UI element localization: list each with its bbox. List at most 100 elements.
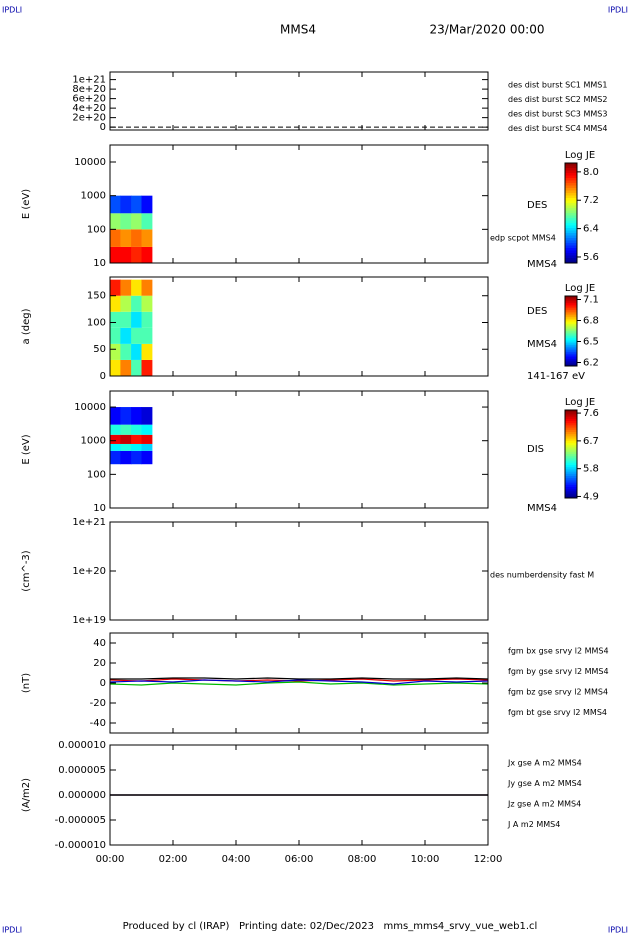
colorbar-step [565,495,577,499]
annotation: edp scpot MMS4 [490,234,556,243]
annotation: MMS4 [527,259,557,270]
y-axis-label: E (eV) [21,189,32,219]
colorbar-step [565,243,577,246]
colorbar-step [565,445,577,448]
colorbar-tick-label: 7.1 [583,295,599,306]
colorbar-step [565,230,577,234]
spectrogram-cell [131,434,142,444]
spectrogram-cell [141,359,153,376]
spectrogram-cell [120,295,132,312]
colorbar-step [565,297,577,300]
spectrogram-cell [120,424,132,435]
y-axis-label: E (eV) [21,434,32,464]
y-tick-label: 1e+21 [72,75,106,86]
y-tick-label: -40 [90,718,106,729]
colorbar-step [565,311,577,314]
colorbar-step [565,487,577,490]
colorbar-step [565,228,577,231]
colorbar-tick-label: 6.7 [583,436,599,447]
legend-entry: fgm bt gse srvy l2 MMS4 [508,708,607,717]
colorbar-tick-label: 4.9 [583,491,599,502]
colorbar-step [565,188,577,191]
colorbar-step [565,471,577,475]
colorbar-step [565,208,577,211]
colorbar-step [565,180,577,184]
colorbar-step [565,332,577,335]
spectrogram-cell [120,343,132,360]
colorbar-step [565,324,577,327]
spectrogram-cell [141,295,153,312]
spectrogram-cell [131,229,142,247]
colorbar-step [565,451,577,455]
colorbar-step [565,359,577,362]
legend-entry: J A m2 MMS4 [507,820,560,829]
colorbar-step [565,306,577,309]
colorbar-step [565,348,577,351]
colorbar-step [565,343,577,346]
colorbar-step [565,480,577,484]
colorbar-step [565,412,577,415]
y-tick-label: 100 [87,224,106,235]
colorbar-step [565,454,577,457]
colorbar-step [565,233,577,236]
colorbar-step [565,327,577,330]
colorbar-step [565,334,577,337]
colorbar-step [565,355,577,358]
y-tick-label: 1e+20 [72,566,106,577]
colorbar-step [565,235,577,239]
colorbar-step [565,432,577,435]
colorbar-step [565,341,577,344]
colorbar-frame [564,295,578,367]
colorbar-step [565,410,577,413]
colorbar-step [565,315,577,318]
colorbar-step [565,220,577,224]
panel-frame [109,390,489,509]
colorbar-step [565,346,577,349]
annotation: des numberdensity fast M [490,571,594,580]
colorbar-step [565,489,577,492]
y-tick-label: 100 [87,317,106,328]
spectrogram-cell [120,327,132,344]
spectrogram-cell [110,443,121,451]
spectrogram-cell [141,229,153,247]
colorbar-step [565,467,577,470]
colorbar-step [565,362,577,365]
colorbar-frame [564,409,578,499]
spectrogram-cell [141,311,153,328]
colorbar-step [565,203,577,206]
colorbar-step [565,304,577,307]
spectrogram-cell [141,327,153,344]
series-line [109,678,489,682]
colorbar-step [565,357,577,360]
y-tick-label: -0.000010 [55,840,106,851]
spectrogram-cell [120,279,132,296]
spectrogram-cell [110,311,121,328]
legend-entry: des dist burst SC2 MMS2 [508,95,607,104]
legend-entry: des dist burst SC1 MMS1 [508,81,607,90]
colorbar-step [565,225,577,229]
legend-entry: Jy gse A m2 MMS4 [507,779,582,788]
colorbar-tick-label: 7.6 [583,408,599,419]
spectrogram-cell [110,195,121,214]
logo: IPDLI [2,926,22,934]
colorbar-step [565,325,577,328]
legend-entry: Jz gse A m2 MMS4 [507,800,581,809]
colorbar-step [565,318,577,321]
spectrogram-cell [131,424,142,435]
colorbar-step [565,248,577,251]
colorbar-step [565,313,577,316]
y-tick-label: 1e+21 [72,517,106,528]
colorbar-step [565,175,577,179]
colorbar-step [565,425,577,429]
colorbar-tick-label: 6.5 [583,337,599,348]
colorbar-step [565,339,577,342]
y-tick-label: 50 [93,344,106,355]
title: MMS4 [280,23,316,37]
panel-frame [109,144,489,264]
legend-entry: Jx gse A m2 MMS4 [507,759,582,768]
y-tick-label: 4e+20 [72,103,106,114]
spectrogram-cell [110,279,121,296]
y-tick-label: 6e+20 [72,94,106,105]
colorbar-step [565,205,577,209]
spectrogram-cell [110,450,121,465]
